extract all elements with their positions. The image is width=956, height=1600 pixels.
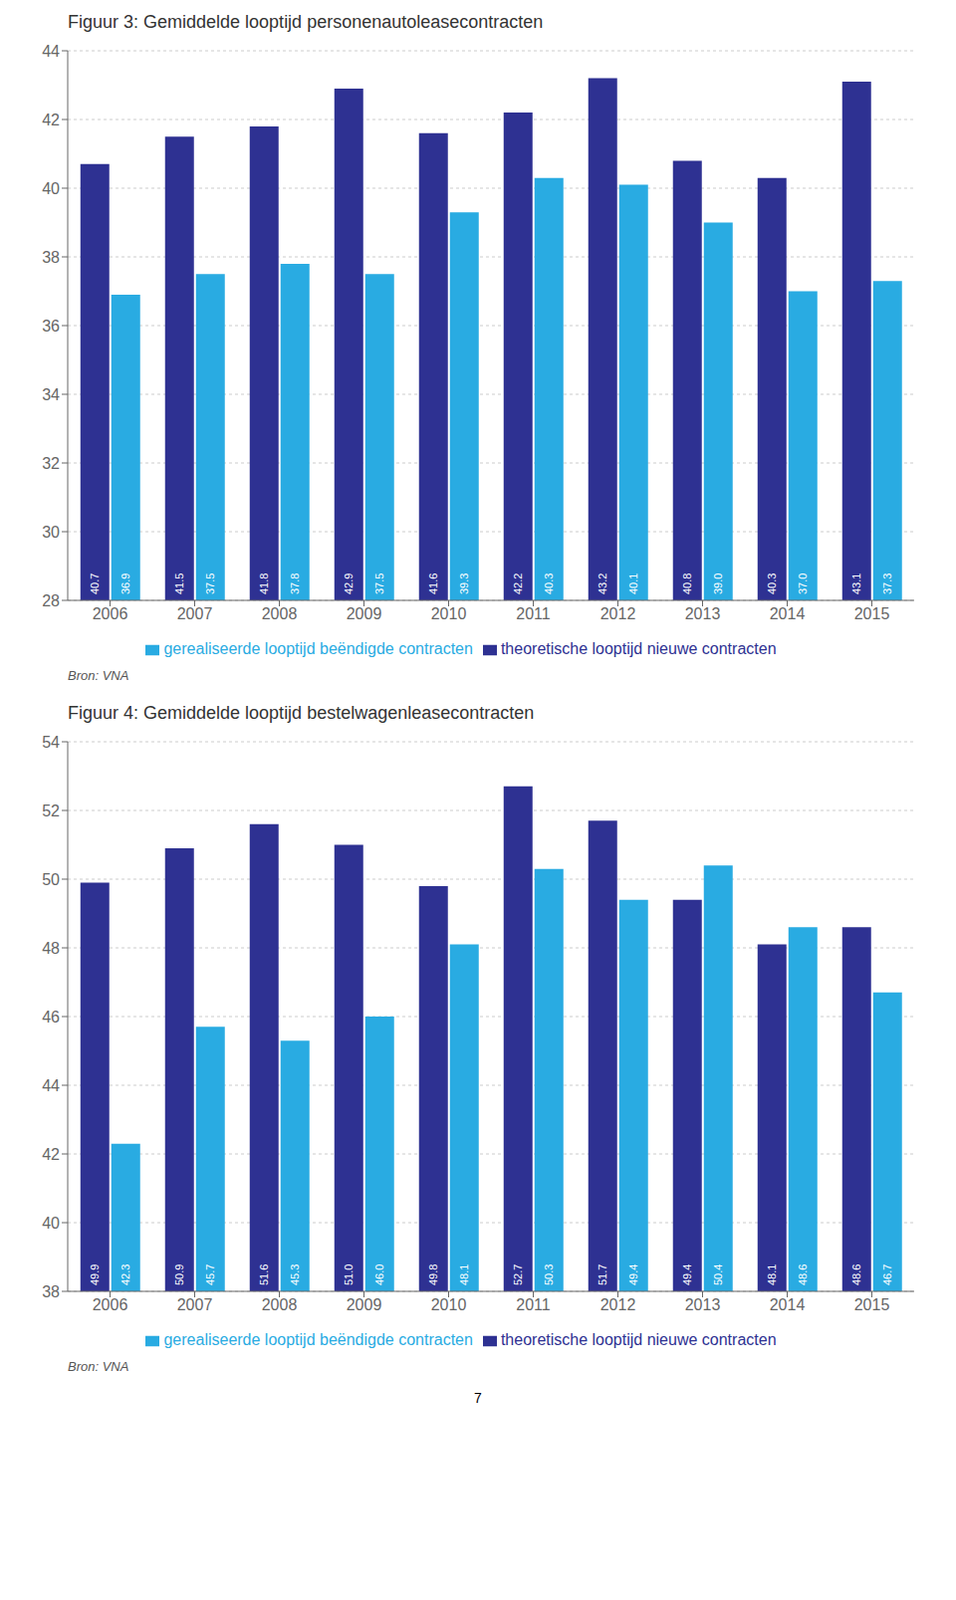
svg-text:46.0: 46.0 bbox=[373, 1264, 386, 1286]
svg-text:49.4: 49.4 bbox=[681, 1264, 694, 1286]
svg-text:42.3: 42.3 bbox=[119, 1264, 132, 1286]
svg-text:42.2: 42.2 bbox=[511, 573, 524, 595]
svg-text:49.9: 49.9 bbox=[88, 1264, 101, 1286]
svg-text:48.6: 48.6 bbox=[850, 1264, 863, 1286]
svg-text:34: 34 bbox=[41, 386, 60, 404]
svg-text:40: 40 bbox=[41, 180, 60, 198]
html-text:Bron: VNA: Bron: VNA bbox=[67, 668, 129, 684]
html-text:theoretische looptijd nieuwe c: theoretische looptijd nieuwe contracten bbox=[500, 1331, 777, 1349]
svg-text:50.3: 50.3 bbox=[542, 1264, 555, 1286]
svg-text:54: 54 bbox=[41, 733, 60, 751]
svg-text:49.4: 49.4 bbox=[627, 1264, 640, 1286]
svg-text:40.3: 40.3 bbox=[542, 573, 555, 595]
svg-text:2015: 2015 bbox=[854, 1296, 891, 1314]
svg-text:48.6: 48.6 bbox=[796, 1264, 809, 1286]
svg-text:2012: 2012 bbox=[600, 605, 637, 623]
html-text:Bron: VNA: Bron: VNA bbox=[67, 1359, 129, 1375]
html-text:Figuur 3: Gemiddelde looptijd: Figuur 3: Gemiddelde looptijd personenau… bbox=[67, 11, 544, 32]
svg-text:32: 32 bbox=[41, 455, 60, 473]
svg-text:46.7: 46.7 bbox=[881, 1264, 894, 1286]
svg-text:38: 38 bbox=[41, 248, 60, 266]
svg-text:2010: 2010 bbox=[431, 1296, 468, 1314]
svg-text:50: 50 bbox=[41, 871, 60, 889]
html-text:theoretische looptijd nieuwe c: theoretische looptijd nieuwe contracten bbox=[500, 640, 777, 658]
svg-text:40.3: 40.3 bbox=[765, 573, 778, 595]
svg-text:2006: 2006 bbox=[92, 1296, 129, 1314]
html-text:Figuur 4: Gemiddelde looptijd: Figuur 4: Gemiddelde looptijd bestelwage… bbox=[67, 703, 535, 723]
svg-text:37.5: 37.5 bbox=[373, 573, 386, 595]
svg-text:2010: 2010 bbox=[431, 605, 468, 623]
svg-text:41.6: 41.6 bbox=[427, 573, 440, 595]
svg-text:2007: 2007 bbox=[177, 605, 214, 623]
svg-text:38: 38 bbox=[41, 1283, 60, 1301]
svg-text:2013: 2013 bbox=[685, 1296, 721, 1314]
svg-text:2008: 2008 bbox=[261, 605, 298, 623]
svg-text:39.0: 39.0 bbox=[712, 573, 724, 595]
svg-text:40.1: 40.1 bbox=[627, 573, 640, 595]
svg-text:37.0: 37.0 bbox=[796, 573, 809, 595]
svg-text:30: 30 bbox=[41, 523, 60, 541]
svg-text:36: 36 bbox=[41, 317, 60, 335]
svg-text:46: 46 bbox=[41, 1008, 60, 1026]
svg-text:41.5: 41.5 bbox=[173, 573, 186, 595]
svg-text:48: 48 bbox=[41, 940, 60, 957]
svg-text:45.3: 45.3 bbox=[288, 1264, 301, 1286]
svg-text:51.0: 51.0 bbox=[342, 1264, 355, 1286]
svg-text:52: 52 bbox=[41, 802, 60, 820]
svg-text:2008: 2008 bbox=[261, 1296, 298, 1314]
svg-text:2014: 2014 bbox=[769, 1296, 806, 1314]
svg-text:48.1: 48.1 bbox=[458, 1264, 471, 1286]
svg-text:50.4: 50.4 bbox=[712, 1264, 724, 1286]
svg-text:28: 28 bbox=[41, 592, 60, 610]
svg-text:2011: 2011 bbox=[515, 1296, 551, 1314]
svg-text:36.9: 36.9 bbox=[119, 573, 132, 595]
svg-text:41.8: 41.8 bbox=[257, 573, 270, 595]
svg-text:37.3: 37.3 bbox=[881, 573, 894, 595]
svg-text:2009: 2009 bbox=[346, 605, 383, 623]
html-text:gerealiseerde looptijd beëndig: gerealiseerde looptijd beëndigde contrac… bbox=[163, 1331, 473, 1349]
svg-text:42: 42 bbox=[41, 1146, 60, 1164]
svg-text:40.7: 40.7 bbox=[88, 573, 101, 595]
svg-text:2013: 2013 bbox=[685, 605, 721, 623]
svg-text:43.1: 43.1 bbox=[850, 573, 863, 595]
svg-text:42.9: 42.9 bbox=[342, 573, 355, 595]
svg-text:2007: 2007 bbox=[177, 1296, 214, 1314]
svg-text:51.6: 51.6 bbox=[257, 1264, 270, 1286]
svg-text:40: 40 bbox=[41, 1214, 60, 1232]
html-text:7: 7 bbox=[474, 1390, 482, 1407]
svg-text:2014: 2014 bbox=[769, 605, 806, 623]
svg-text:52.7: 52.7 bbox=[511, 1264, 524, 1286]
svg-text:43.2: 43.2 bbox=[596, 573, 609, 595]
svg-text:2011: 2011 bbox=[515, 605, 551, 623]
html-text:gerealiseerde looptijd beëndig: gerealiseerde looptijd beëndigde contrac… bbox=[163, 640, 473, 658]
svg-text:51.7: 51.7 bbox=[596, 1264, 609, 1286]
svg-text:2015: 2015 bbox=[854, 605, 891, 623]
svg-text:44: 44 bbox=[41, 1077, 60, 1095]
svg-text:45.7: 45.7 bbox=[204, 1264, 217, 1286]
svg-text:50.9: 50.9 bbox=[173, 1264, 186, 1286]
svg-text:37.5: 37.5 bbox=[204, 573, 217, 595]
svg-text:2006: 2006 bbox=[92, 605, 129, 623]
svg-text:42: 42 bbox=[41, 111, 60, 129]
svg-text:40.8: 40.8 bbox=[681, 573, 694, 595]
svg-text:49.8: 49.8 bbox=[427, 1264, 440, 1286]
svg-text:48.1: 48.1 bbox=[765, 1264, 778, 1286]
svg-text:37.8: 37.8 bbox=[288, 573, 301, 595]
svg-text:39.3: 39.3 bbox=[458, 573, 471, 595]
svg-text:44: 44 bbox=[41, 42, 60, 60]
svg-text:2012: 2012 bbox=[600, 1296, 637, 1314]
svg-text:2009: 2009 bbox=[346, 1296, 383, 1314]
